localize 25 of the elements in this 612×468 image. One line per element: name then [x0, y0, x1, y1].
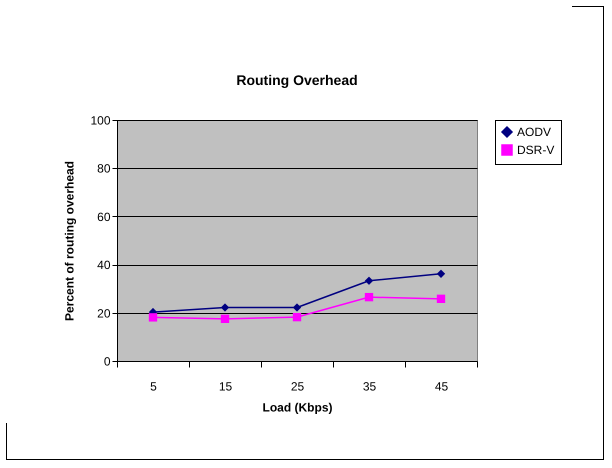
point	[436, 294, 446, 304]
x-tick-label: 15	[218, 380, 232, 394]
y-tick-label: 20	[97, 306, 111, 320]
point	[292, 303, 302, 312]
x-axis-title: Load (Kbps)	[262, 400, 332, 414]
legend-label: AODV	[517, 125, 552, 139]
point	[292, 312, 302, 322]
legend-label: DSR-V	[517, 143, 554, 157]
x-tick-label: 45	[434, 380, 448, 394]
chart-title: Routing Overhead	[236, 72, 358, 88]
point	[220, 314, 230, 324]
point	[364, 292, 374, 302]
point	[220, 303, 230, 312]
point	[436, 270, 446, 278]
point	[364, 276, 374, 285]
x-tick-label: 25	[290, 380, 304, 394]
y-axis-title: Percent of routing overhead	[62, 160, 76, 322]
y-tick-label: 80	[97, 162, 111, 176]
y-tick-label: 40	[97, 258, 111, 272]
x-tick-label: 35	[362, 380, 376, 394]
y-tick-label: 100	[90, 114, 111, 128]
x-tick-label: 5	[150, 380, 158, 394]
y-tick-label: 0	[104, 354, 111, 368]
point	[148, 313, 158, 322]
y-tick-label: 60	[97, 210, 111, 224]
